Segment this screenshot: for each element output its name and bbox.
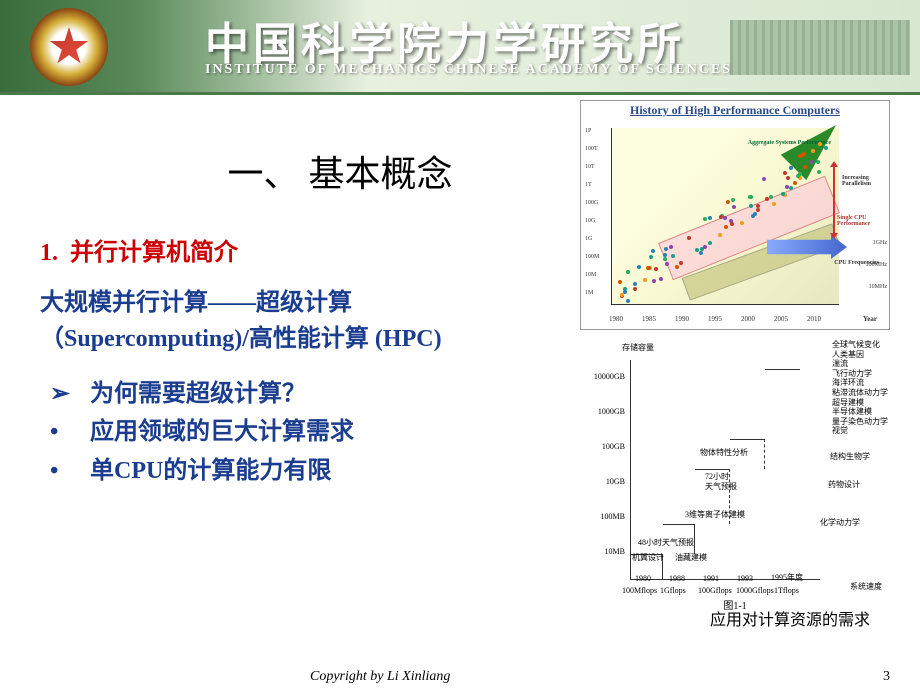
slide-content: 一、 基本概念 1. 并行计算机简介 大规模并行计算——超级计算（Superco… — [0, 95, 920, 660]
header-decor — [730, 20, 910, 75]
page-number: 3 — [883, 669, 890, 685]
bullet-item: ➢为何需要超级计算？ — [40, 375, 530, 413]
bullet-item: •应用领域的巨大计算需求 — [40, 413, 530, 451]
main-heading: 一、 基本概念 — [140, 145, 540, 197]
copyright-text: Copyright by Li Xinliang — [310, 669, 450, 685]
slide-header: 中国科学院力学研究所 INSTITUTE OF MECHANICS CHINES… — [0, 0, 920, 95]
bullet-item: •单CPU的计算能力有限 — [40, 452, 530, 490]
body-paragraph: 大规模并行计算——超级计算（Supercomputing)/高性能计算 (HPC… — [40, 285, 530, 357]
chart1-title: History of High Performance Computers — [581, 101, 889, 120]
red-double-arrow-icon — [833, 165, 835, 235]
chart2-bottom-label: 应用对计算资源的需求 — [710, 606, 870, 630]
chart-hpc-history: History of High Performance Computers Ag… — [580, 100, 890, 330]
header-subtitle-en: INSTITUTE OF MECHANICS CHINESE ACADEMY O… — [205, 62, 732, 78]
chart-app-demand: 存储容量 系统速度 10000GB1000GB100GB10GB100MB10M… — [580, 340, 890, 630]
bullet-list: ➢为何需要超级计算？ •应用领域的巨大计算需求 •单CPU的计算能力有限 — [40, 375, 530, 490]
slide-footer: Copyright by Li Xinliang 3 — [0, 669, 920, 685]
institute-logo — [30, 8, 108, 86]
